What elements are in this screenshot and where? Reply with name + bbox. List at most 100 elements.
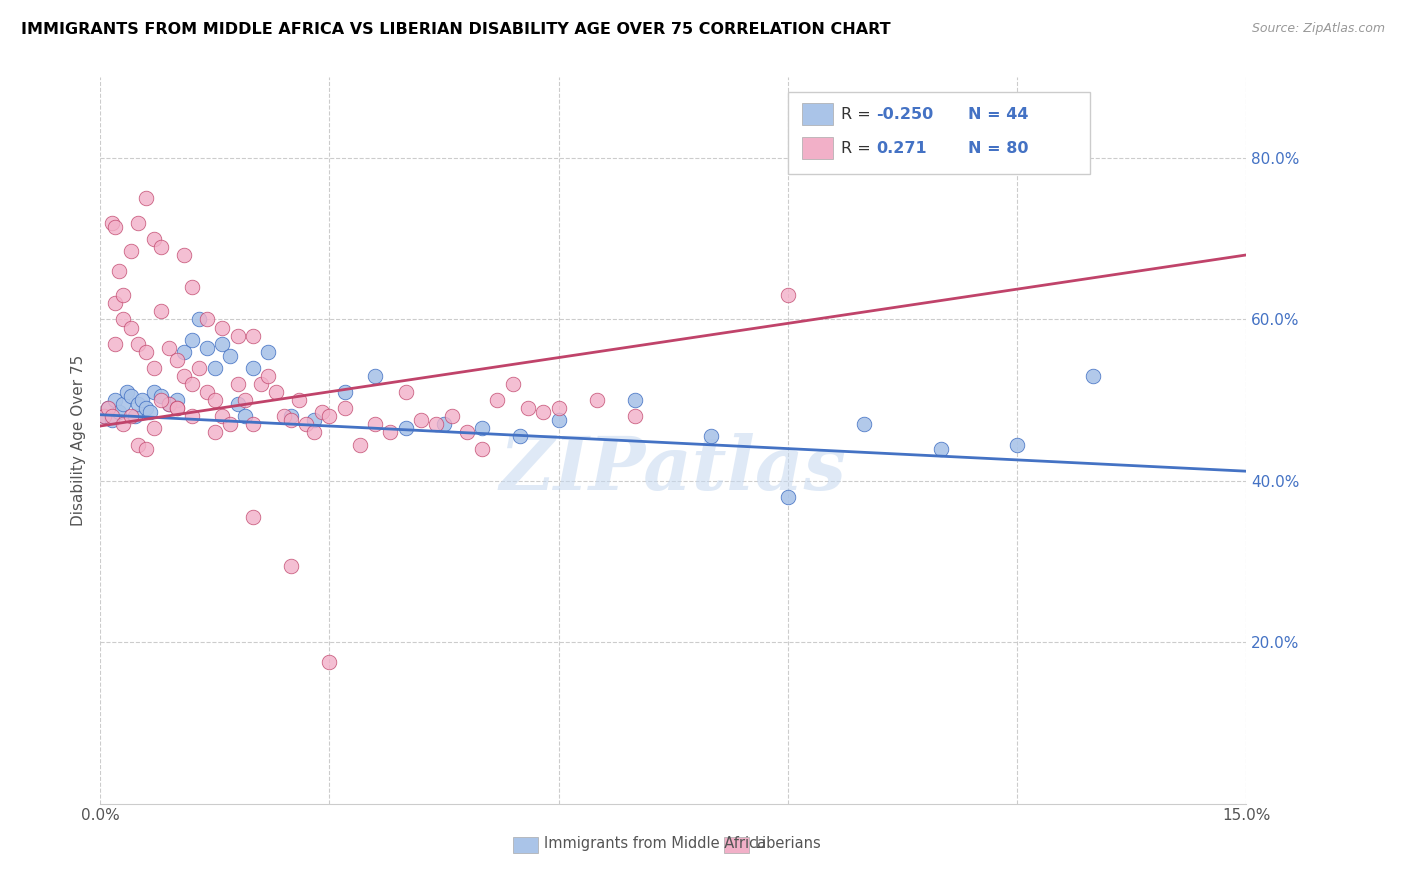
Point xyxy=(211,336,233,351)
Point xyxy=(242,328,264,343)
Point xyxy=(150,389,173,403)
Point xyxy=(104,336,127,351)
Point xyxy=(471,442,494,456)
Point xyxy=(249,377,271,392)
Point xyxy=(280,409,302,424)
Point xyxy=(219,349,242,363)
Text: Liberians: Liberians xyxy=(755,837,821,851)
Point xyxy=(547,401,569,416)
Point xyxy=(364,369,387,384)
Point xyxy=(112,288,135,302)
Point xyxy=(333,401,356,416)
Point xyxy=(180,333,202,347)
Point xyxy=(280,558,302,573)
Point xyxy=(100,216,122,230)
Point xyxy=(97,401,120,416)
Point xyxy=(257,369,280,384)
Point xyxy=(135,344,157,359)
Point xyxy=(100,413,122,427)
Point xyxy=(456,425,478,440)
Point xyxy=(142,360,165,375)
Point xyxy=(180,377,202,392)
Point xyxy=(120,389,142,403)
Y-axis label: Disability Age Over 75: Disability Age Over 75 xyxy=(72,355,86,526)
Point xyxy=(150,240,173,254)
Point xyxy=(104,393,127,408)
Point xyxy=(135,191,157,205)
Point xyxy=(157,397,180,411)
Point xyxy=(131,393,153,408)
Point xyxy=(139,405,162,419)
Point xyxy=(226,328,249,343)
Point xyxy=(108,264,131,278)
Point xyxy=(195,341,218,355)
Point xyxy=(166,401,188,416)
Text: ZIPatlas: ZIPatlas xyxy=(499,434,846,506)
Point xyxy=(150,304,173,318)
Point xyxy=(127,216,149,230)
Point xyxy=(195,385,218,400)
Point xyxy=(531,405,554,419)
Point xyxy=(486,393,509,408)
Point xyxy=(204,360,226,375)
Point xyxy=(120,320,142,334)
Point xyxy=(173,369,195,384)
Point xyxy=(517,401,540,416)
Point xyxy=(440,409,463,424)
Point xyxy=(1005,437,1028,451)
Point xyxy=(127,437,149,451)
Point xyxy=(409,413,432,427)
Point xyxy=(180,409,202,424)
Point xyxy=(211,320,233,334)
Point xyxy=(142,232,165,246)
Point xyxy=(93,409,115,424)
Point xyxy=(318,409,340,424)
Point xyxy=(104,219,127,234)
Point xyxy=(624,409,647,424)
Point xyxy=(226,397,249,411)
Point xyxy=(157,397,180,411)
Point xyxy=(471,421,494,435)
Point xyxy=(120,244,142,258)
Point xyxy=(93,409,115,424)
Point xyxy=(257,344,280,359)
Point xyxy=(115,385,138,400)
Point xyxy=(700,429,723,443)
Point xyxy=(120,409,142,424)
Point xyxy=(302,425,325,440)
Point xyxy=(142,421,165,435)
Point xyxy=(349,437,371,451)
Point xyxy=(108,405,131,419)
Point xyxy=(150,393,173,408)
Point xyxy=(364,417,387,432)
Text: N = 80: N = 80 xyxy=(967,141,1028,156)
Text: R =: R = xyxy=(841,107,876,122)
Point xyxy=(142,385,165,400)
Point xyxy=(204,425,226,440)
Point xyxy=(547,413,569,427)
Point xyxy=(776,288,799,302)
Point xyxy=(624,393,647,408)
Point xyxy=(135,401,157,416)
Point xyxy=(180,280,202,294)
Point xyxy=(242,417,264,432)
Point xyxy=(188,360,211,375)
Text: 0.271: 0.271 xyxy=(876,141,927,156)
Point xyxy=(433,417,456,432)
Point xyxy=(242,510,264,524)
Point xyxy=(104,296,127,310)
Point xyxy=(776,490,799,504)
Point xyxy=(311,405,333,419)
Text: N = 44: N = 44 xyxy=(967,107,1028,122)
Point xyxy=(929,442,952,456)
Point xyxy=(333,385,356,400)
Point xyxy=(288,393,311,408)
Point xyxy=(395,421,418,435)
Point xyxy=(188,312,211,326)
Text: R =: R = xyxy=(841,141,882,156)
Point xyxy=(380,425,402,440)
Point xyxy=(211,409,233,424)
Point xyxy=(226,377,249,392)
Point xyxy=(166,393,188,408)
Point xyxy=(302,413,325,427)
